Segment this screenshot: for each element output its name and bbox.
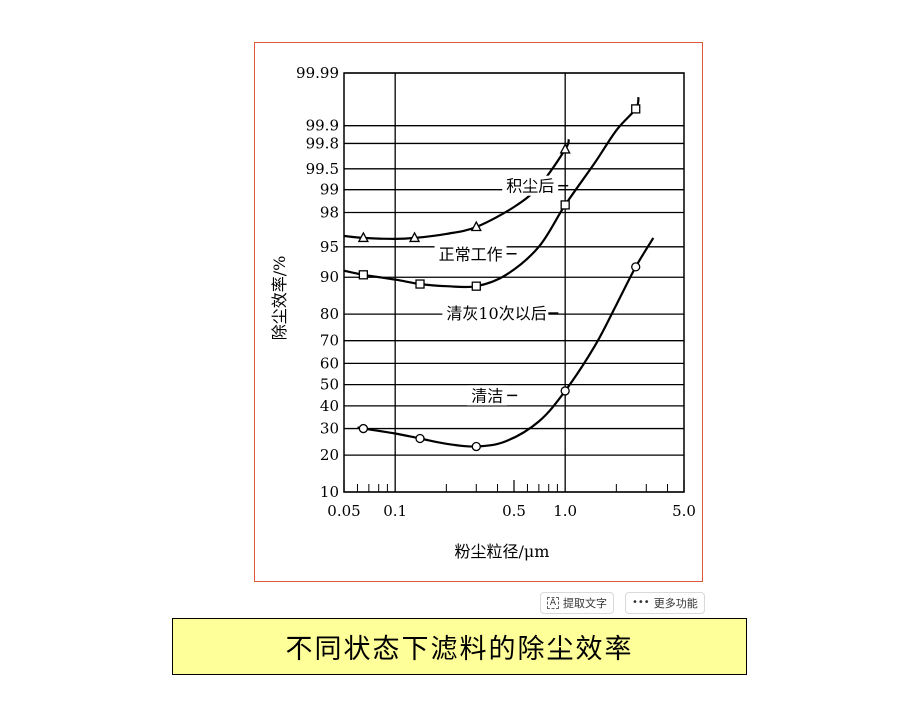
series-0-triangle-point (408, 231, 421, 243)
series-0-triangle-point (470, 220, 482, 232)
axis-layer: 10 20 30 40 50 60 70 80 90 95 98 99 99.5 99.899.9 99.9… (296, 64, 696, 520)
x-tick-label: 1.0 (553, 502, 577, 520)
series-1-label: 正常工作 (439, 245, 503, 264)
series-3-label-bg (467, 385, 508, 406)
series-2-label: 清灰10次以后 (446, 304, 546, 323)
series-3-circle-point (415, 433, 425, 444)
series-1-square-point (631, 104, 641, 114)
series-1-label-bg (434, 243, 507, 264)
series-3-circle-point (358, 423, 369, 434)
series-3-circle-point (631, 262, 641, 272)
series-1-square-point (471, 281, 481, 291)
more-dots-icon: ••• (632, 597, 650, 608)
x-tick-label: 0.5 (502, 502, 526, 520)
x-tick-label: 5.0 (672, 502, 696, 520)
series-0-label: 积尘后 (506, 177, 554, 196)
plot-border (343, 72, 685, 493)
y-tick-label: 99.99 (296, 64, 339, 82)
y-tick-label: 99 (320, 181, 339, 199)
text-extract-icon: A (547, 597, 559, 609)
more-functions-label: 更多功能 (653, 597, 698, 610)
y-tick-label: 70 (320, 332, 339, 350)
extract-text-label: 提取文字 (563, 597, 607, 610)
series-3-circle-point (471, 441, 481, 452)
series-3-label: 清洁 (471, 386, 503, 405)
series-0-triangle-point (559, 143, 571, 154)
y-tick-label: 40 (320, 397, 339, 415)
y-tick-label: 95 (320, 238, 339, 256)
y-axis-label: 除尘效率/% (270, 256, 289, 341)
series-2-label-bg (442, 303, 549, 324)
curve-layer (343, 96, 655, 448)
series-1-square-point (415, 279, 425, 289)
series-1-square-point (560, 200, 570, 210)
x-tick-label: 0.1 (383, 502, 407, 520)
series-3-circle-point (560, 386, 570, 396)
figure-frame: 积尘后正常工作清灰10次以后清洁 10 20 30 40 50 60 70 80 90 95 98 9… (254, 42, 703, 582)
series-1-line (343, 96, 640, 289)
series-0-triangle-point (357, 231, 369, 243)
y-tick-label: 90 (320, 268, 339, 286)
y-tick-label: 30 (320, 420, 339, 438)
series-3-line (357, 237, 655, 448)
series-0-line (343, 138, 570, 241)
y-tick-label: 99.8 (306, 134, 339, 152)
caption-box: 不同状态下滤料的除尘效率 (172, 618, 747, 675)
y-tick-label: 98 (320, 204, 339, 222)
figure-caption: 不同状态下滤料的除尘效率 (285, 634, 634, 665)
grid-layer (343, 72, 685, 493)
series-1-square-point (358, 270, 369, 280)
y-tick-label: 80 (320, 305, 339, 323)
more-functions-button[interactable]: ••• 更多功能 (625, 592, 705, 614)
extract-text-button[interactable]: A 提取文字 (540, 592, 614, 614)
y-tick-label: 20 (320, 446, 339, 464)
y-tick-label: 99.5 (306, 160, 339, 178)
marker-layer (357, 104, 641, 452)
series-0-label-bg (502, 175, 559, 196)
y-tick-label: 50 (320, 376, 339, 394)
x-tick-label: 0.05 (327, 502, 360, 520)
y-tick-label: 10 (320, 483, 339, 501)
y-tick-label: 99.9 (306, 117, 339, 135)
y-tick-label: 60 (320, 354, 339, 372)
x-axis-label: 粉尘粒径/μm (455, 542, 550, 561)
